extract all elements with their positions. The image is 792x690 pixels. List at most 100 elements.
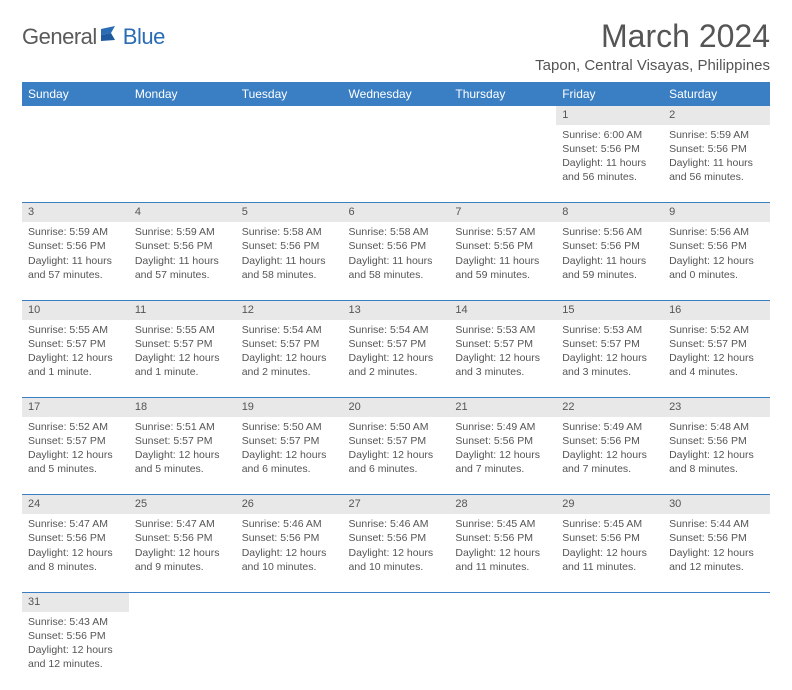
day-number-cell: 11 bbox=[129, 300, 236, 319]
sunrise-line: Sunrise: 5:56 AM bbox=[562, 225, 657, 239]
day-cell: Sunrise: 5:54 AMSunset: 5:57 PMDaylight:… bbox=[343, 320, 450, 398]
day-cell: Sunrise: 5:58 AMSunset: 5:56 PMDaylight:… bbox=[343, 222, 450, 300]
day-number-cell: 5 bbox=[236, 203, 343, 222]
day-number-cell: 1 bbox=[556, 106, 663, 125]
day-content: Sunrise: 5:52 AMSunset: 5:57 PMDaylight:… bbox=[663, 320, 770, 383]
day-cell bbox=[449, 125, 556, 203]
sunrise-line: Sunrise: 5:44 AM bbox=[669, 517, 764, 531]
day-number-cell: 2 bbox=[663, 106, 770, 125]
sunset-line: Sunset: 5:57 PM bbox=[242, 434, 337, 448]
daylight-line: Daylight: 12 hours and 12 minutes. bbox=[28, 643, 123, 671]
day-number-cell: 15 bbox=[556, 300, 663, 319]
sunset-line: Sunset: 5:56 PM bbox=[135, 239, 230, 253]
daylight-line: Daylight: 12 hours and 8 minutes. bbox=[28, 546, 123, 574]
sunrise-line: Sunrise: 5:57 AM bbox=[455, 225, 550, 239]
day-content-row: Sunrise: 6:00 AMSunset: 5:56 PMDaylight:… bbox=[22, 125, 770, 203]
day-cell: Sunrise: 5:54 AMSunset: 5:57 PMDaylight:… bbox=[236, 320, 343, 398]
daylight-line: Daylight: 12 hours and 12 minutes. bbox=[669, 546, 764, 574]
day-number-cell bbox=[343, 592, 450, 611]
weekday-header: Wednesday bbox=[343, 82, 450, 106]
daylight-line: Daylight: 12 hours and 0 minutes. bbox=[669, 254, 764, 282]
day-content: Sunrise: 5:53 AMSunset: 5:57 PMDaylight:… bbox=[556, 320, 663, 383]
day-cell: Sunrise: 5:59 AMSunset: 5:56 PMDaylight:… bbox=[129, 222, 236, 300]
day-number-cell: 12 bbox=[236, 300, 343, 319]
day-cell bbox=[343, 612, 450, 690]
day-cell: Sunrise: 5:49 AMSunset: 5:56 PMDaylight:… bbox=[556, 417, 663, 495]
day-number-cell: 4 bbox=[129, 203, 236, 222]
day-content-row: Sunrise: 5:59 AMSunset: 5:56 PMDaylight:… bbox=[22, 222, 770, 300]
day-content: Sunrise: 5:48 AMSunset: 5:56 PMDaylight:… bbox=[663, 417, 770, 480]
sunrise-line: Sunrise: 5:52 AM bbox=[669, 323, 764, 337]
day-cell bbox=[236, 612, 343, 690]
daylight-line: Daylight: 11 hours and 57 minutes. bbox=[135, 254, 230, 282]
day-number-cell: 17 bbox=[22, 398, 129, 417]
day-cell: Sunrise: 5:56 AMSunset: 5:56 PMDaylight:… bbox=[556, 222, 663, 300]
day-number-cell: 26 bbox=[236, 495, 343, 514]
sunrise-line: Sunrise: 5:58 AM bbox=[349, 225, 444, 239]
day-cell: Sunrise: 5:46 AMSunset: 5:56 PMDaylight:… bbox=[236, 514, 343, 592]
daylight-line: Daylight: 11 hours and 58 minutes. bbox=[349, 254, 444, 282]
day-cell bbox=[556, 612, 663, 690]
day-content: Sunrise: 5:45 AMSunset: 5:56 PMDaylight:… bbox=[449, 514, 556, 577]
sunset-line: Sunset: 5:56 PM bbox=[562, 434, 657, 448]
day-cell: Sunrise: 5:58 AMSunset: 5:56 PMDaylight:… bbox=[236, 222, 343, 300]
sunrise-line: Sunrise: 5:53 AM bbox=[455, 323, 550, 337]
day-number-cell bbox=[449, 592, 556, 611]
sunset-line: Sunset: 5:56 PM bbox=[135, 531, 230, 545]
day-cell: Sunrise: 5:53 AMSunset: 5:57 PMDaylight:… bbox=[556, 320, 663, 398]
month-title: March 2024 bbox=[535, 18, 770, 55]
daylight-line: Daylight: 12 hours and 8 minutes. bbox=[669, 448, 764, 476]
daylight-line: Daylight: 11 hours and 59 minutes. bbox=[562, 254, 657, 282]
day-cell: Sunrise: 5:53 AMSunset: 5:57 PMDaylight:… bbox=[449, 320, 556, 398]
day-cell: Sunrise: 5:50 AMSunset: 5:57 PMDaylight:… bbox=[236, 417, 343, 495]
daylight-line: Daylight: 12 hours and 4 minutes. bbox=[669, 351, 764, 379]
day-number-cell: 18 bbox=[129, 398, 236, 417]
day-cell: Sunrise: 5:55 AMSunset: 5:57 PMDaylight:… bbox=[129, 320, 236, 398]
day-content: Sunrise: 5:54 AMSunset: 5:57 PMDaylight:… bbox=[343, 320, 450, 383]
day-cell: Sunrise: 5:59 AMSunset: 5:56 PMDaylight:… bbox=[22, 222, 129, 300]
day-content: Sunrise: 5:58 AMSunset: 5:56 PMDaylight:… bbox=[236, 222, 343, 285]
sunset-line: Sunset: 5:57 PM bbox=[135, 434, 230, 448]
sunrise-line: Sunrise: 5:56 AM bbox=[669, 225, 764, 239]
day-cell: Sunrise: 5:56 AMSunset: 5:56 PMDaylight:… bbox=[663, 222, 770, 300]
daylight-line: Daylight: 12 hours and 2 minutes. bbox=[349, 351, 444, 379]
day-content-row: Sunrise: 5:55 AMSunset: 5:57 PMDaylight:… bbox=[22, 320, 770, 398]
sunrise-line: Sunrise: 5:59 AM bbox=[135, 225, 230, 239]
sunrise-line: Sunrise: 5:46 AM bbox=[242, 517, 337, 531]
day-number-cell bbox=[236, 106, 343, 125]
day-number-cell: 30 bbox=[663, 495, 770, 514]
day-number-cell: 21 bbox=[449, 398, 556, 417]
daylight-line: Daylight: 12 hours and 5 minutes. bbox=[135, 448, 230, 476]
day-content: Sunrise: 5:54 AMSunset: 5:57 PMDaylight:… bbox=[236, 320, 343, 383]
brand-logo: General Blue bbox=[22, 24, 165, 50]
brand-blue: Blue bbox=[123, 24, 165, 50]
daylight-line: Daylight: 12 hours and 11 minutes. bbox=[455, 546, 550, 574]
day-cell: Sunrise: 5:59 AMSunset: 5:56 PMDaylight:… bbox=[663, 125, 770, 203]
day-cell bbox=[129, 125, 236, 203]
day-content-row: Sunrise: 5:47 AMSunset: 5:56 PMDaylight:… bbox=[22, 514, 770, 592]
sunset-line: Sunset: 5:57 PM bbox=[28, 337, 123, 351]
day-number-cell: 20 bbox=[343, 398, 450, 417]
sunrise-line: Sunrise: 5:53 AM bbox=[562, 323, 657, 337]
day-number-cell: 24 bbox=[22, 495, 129, 514]
daylight-line: Daylight: 12 hours and 9 minutes. bbox=[135, 546, 230, 574]
day-content: Sunrise: 5:49 AMSunset: 5:56 PMDaylight:… bbox=[449, 417, 556, 480]
day-content: Sunrise: 5:59 AMSunset: 5:56 PMDaylight:… bbox=[22, 222, 129, 285]
daylight-line: Daylight: 12 hours and 10 minutes. bbox=[349, 546, 444, 574]
sunrise-line: Sunrise: 5:52 AM bbox=[28, 420, 123, 434]
day-content: Sunrise: 5:53 AMSunset: 5:57 PMDaylight:… bbox=[449, 320, 556, 383]
sunrise-line: Sunrise: 5:51 AM bbox=[135, 420, 230, 434]
sunrise-line: Sunrise: 6:00 AM bbox=[562, 128, 657, 142]
day-number-cell: 25 bbox=[129, 495, 236, 514]
brand-general: General bbox=[22, 24, 97, 50]
day-cell: Sunrise: 6:00 AMSunset: 5:56 PMDaylight:… bbox=[556, 125, 663, 203]
sunrise-line: Sunrise: 5:50 AM bbox=[242, 420, 337, 434]
weekday-header: Tuesday bbox=[236, 82, 343, 106]
day-number-cell bbox=[663, 592, 770, 611]
weekday-header: Sunday bbox=[22, 82, 129, 106]
sunset-line: Sunset: 5:57 PM bbox=[562, 337, 657, 351]
daynum-row: 31 bbox=[22, 592, 770, 611]
daylight-line: Daylight: 11 hours and 59 minutes. bbox=[455, 254, 550, 282]
sunset-line: Sunset: 5:57 PM bbox=[669, 337, 764, 351]
day-number-cell: 29 bbox=[556, 495, 663, 514]
